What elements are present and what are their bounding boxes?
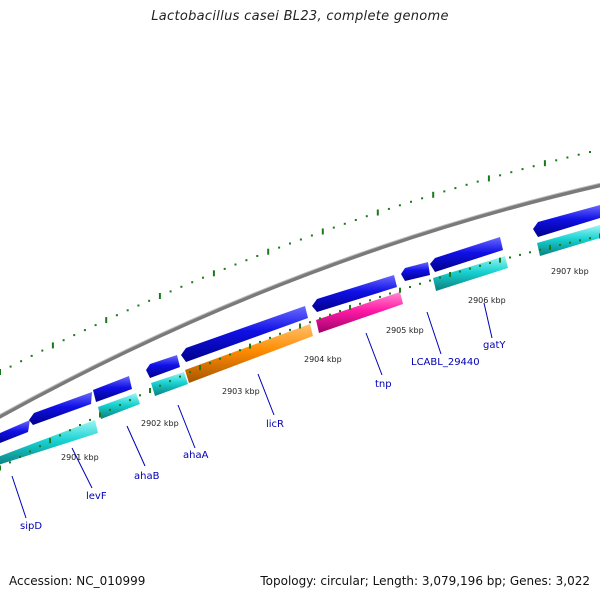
gene-label-licR[interactable]: licR [266, 419, 284, 430]
gene-reverse-gatY [433, 256, 508, 291]
gene-forward-9 [533, 205, 600, 237]
kbp-label-2903: 2903 kbp [222, 387, 260, 396]
gene-forward-2 [29, 392, 92, 425]
gene-reverse-licR [185, 324, 313, 383]
kbp-label-2905: 2905 kbp [386, 326, 424, 335]
gene-forward-4 [146, 355, 180, 378]
gene-forward-7 [401, 262, 430, 281]
gene-forward-3 [93, 376, 132, 402]
genome-backbone [0, 183, 600, 419]
backbone-highlight [0, 182, 600, 416]
inner-tick-marks [0, 233, 600, 471]
gene-label-levF[interactable]: levF [86, 491, 107, 502]
gene-reverse-3 [151, 372, 188, 396]
gene-forward-6 [312, 275, 397, 312]
gene-label-ahaA[interactable]: ahaA [183, 450, 209, 461]
gene-forward-1 [0, 420, 30, 444]
kbp-label-2901: 2901 kbp [61, 453, 99, 462]
gene-label-leaders [11, 302, 493, 519]
gene-label-gatY[interactable]: gatY [483, 340, 506, 351]
kbp-label-2902: 2902 kbp [141, 419, 179, 428]
kbp-label-2907: 2907 kbp [551, 267, 589, 276]
gene-label-LCABL_29440[interactable]: LCABL_29440 [411, 357, 480, 368]
kbp-label-2906: 2906 kbp [468, 296, 506, 305]
gene-reverse-last [537, 225, 600, 256]
gene-label-tnp[interactable]: tnp [375, 379, 392, 390]
gene-reverse-tnp [316, 292, 403, 333]
gene-forward-5 [181, 306, 308, 362]
outer-tick-marks [0, 151, 591, 375]
genome-summary-text: Topology: circular; Length: 3,079,196 bp… [260, 574, 590, 588]
gene-label-ahaB[interactable]: ahaB [134, 471, 160, 482]
accession-text: Accession: NC_010999 [9, 574, 146, 588]
kbp-label-2904: 2904 kbp [304, 355, 342, 364]
gene-forward-8 [430, 237, 503, 272]
gene-label-sipD[interactable]: sipD [20, 521, 42, 532]
map-title: Lactobacillus casei BL23, complete genom… [151, 9, 449, 24]
